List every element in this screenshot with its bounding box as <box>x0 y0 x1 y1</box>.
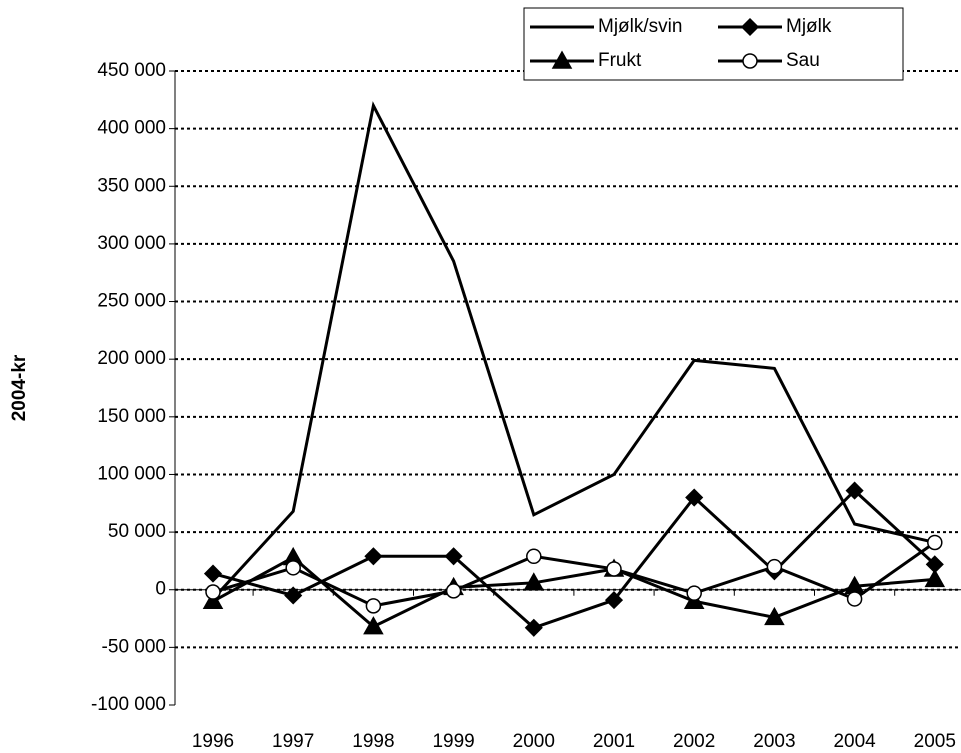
y-tick-label: 400 000 <box>97 118 166 139</box>
marker <box>845 481 864 500</box>
legend-label: Mjølk <box>786 16 832 37</box>
x-tick-label: 1999 <box>432 731 474 752</box>
series-line <box>212 555 935 629</box>
marker <box>364 547 383 566</box>
legend: Mjølk/svin Mjølk Frukt Sau <box>523 7 904 81</box>
x-tick-label: 1998 <box>352 731 394 752</box>
legend-label: Mjølk/svin <box>598 16 682 37</box>
marker <box>205 584 221 600</box>
x-tick-label: 2005 <box>914 731 956 752</box>
y-tick-label: -50 000 <box>102 636 166 657</box>
x-tick-label: 2003 <box>753 731 795 752</box>
marker <box>203 564 223 583</box>
x-tick-label: 2000 <box>513 731 555 752</box>
y-tick-label: 450 000 <box>97 60 166 81</box>
y-tick-label: 150 000 <box>97 406 166 427</box>
series-line <box>212 488 936 630</box>
marker <box>606 561 622 577</box>
marker <box>285 560 301 576</box>
marker <box>363 616 384 635</box>
x-tick-label: 2002 <box>673 731 715 752</box>
marker <box>604 591 624 610</box>
marker <box>365 598 382 614</box>
marker <box>686 585 702 601</box>
marker <box>284 586 303 605</box>
y-tick-label: 0 <box>155 579 166 600</box>
x-tick-label: 2001 <box>593 731 635 752</box>
legend-label: Frukt <box>598 50 642 71</box>
marker <box>846 591 863 607</box>
marker <box>551 50 573 69</box>
marker <box>927 534 943 551</box>
y-tick-label: 100 000 <box>97 463 166 484</box>
marker <box>445 583 462 599</box>
marker <box>740 17 760 37</box>
y-tick-label: 250 000 <box>97 291 166 312</box>
marker <box>526 548 542 565</box>
y-tick-label: 50 000 <box>108 521 166 542</box>
series-line <box>211 101 936 600</box>
y-axis-label: 2004-kr <box>9 354 30 421</box>
marker <box>523 572 545 591</box>
legend-label: Sau <box>786 50 820 71</box>
y-tick-label: 350 000 <box>97 175 166 196</box>
y-tick-label: -100 000 <box>91 694 166 715</box>
series-line <box>212 541 936 608</box>
legend-box <box>523 7 904 81</box>
marker <box>524 618 543 637</box>
x-tick-label: 1997 <box>272 731 314 752</box>
marker <box>924 568 946 588</box>
marker <box>764 606 785 626</box>
marker <box>685 488 704 507</box>
marker <box>444 547 463 566</box>
x-tick-label: 1996 <box>192 731 234 752</box>
x-tick-label: 2004 <box>833 731 876 752</box>
y-tick-label: 300 000 <box>97 233 166 254</box>
marker <box>766 558 783 575</box>
marker <box>202 590 224 610</box>
marker <box>742 53 758 69</box>
y-tick-label: 200 000 <box>97 348 166 369</box>
